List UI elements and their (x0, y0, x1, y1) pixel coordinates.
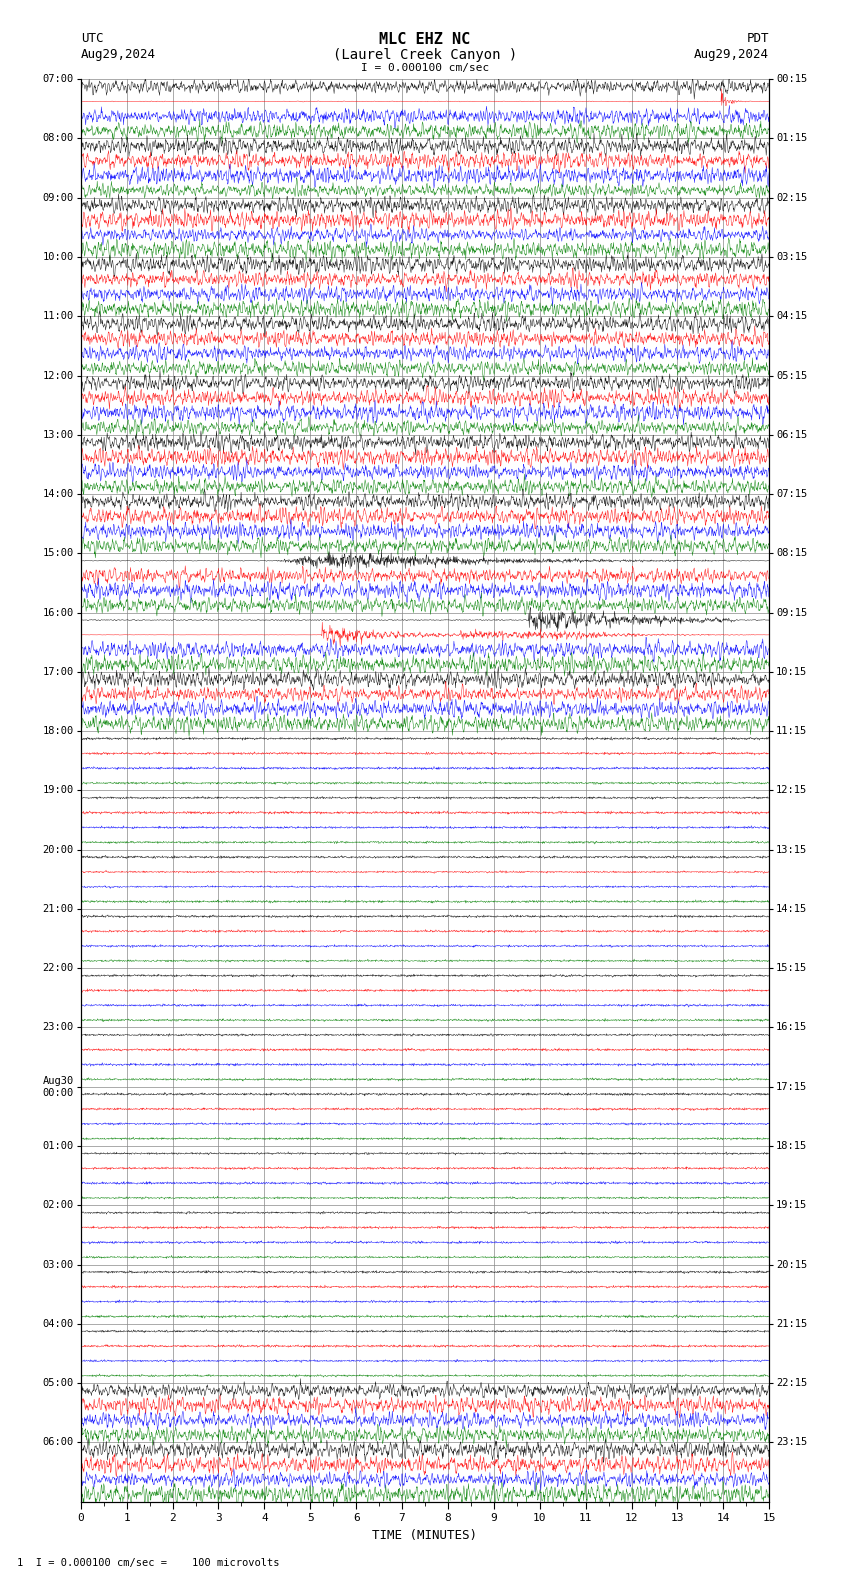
Text: Aug29,2024: Aug29,2024 (81, 48, 156, 60)
Text: PDT: PDT (747, 32, 769, 44)
Text: UTC: UTC (81, 32, 103, 44)
Text: (Laurel Creek Canyon ): (Laurel Creek Canyon ) (333, 48, 517, 62)
Text: I = 0.000100 cm/sec: I = 0.000100 cm/sec (361, 63, 489, 73)
X-axis label: TIME (MINUTES): TIME (MINUTES) (372, 1529, 478, 1541)
Text: Aug29,2024: Aug29,2024 (694, 48, 769, 60)
Text: 1  I = 0.000100 cm/sec =    100 microvolts: 1 I = 0.000100 cm/sec = 100 microvolts (17, 1559, 280, 1568)
Text: MLC EHZ NC: MLC EHZ NC (379, 32, 471, 46)
